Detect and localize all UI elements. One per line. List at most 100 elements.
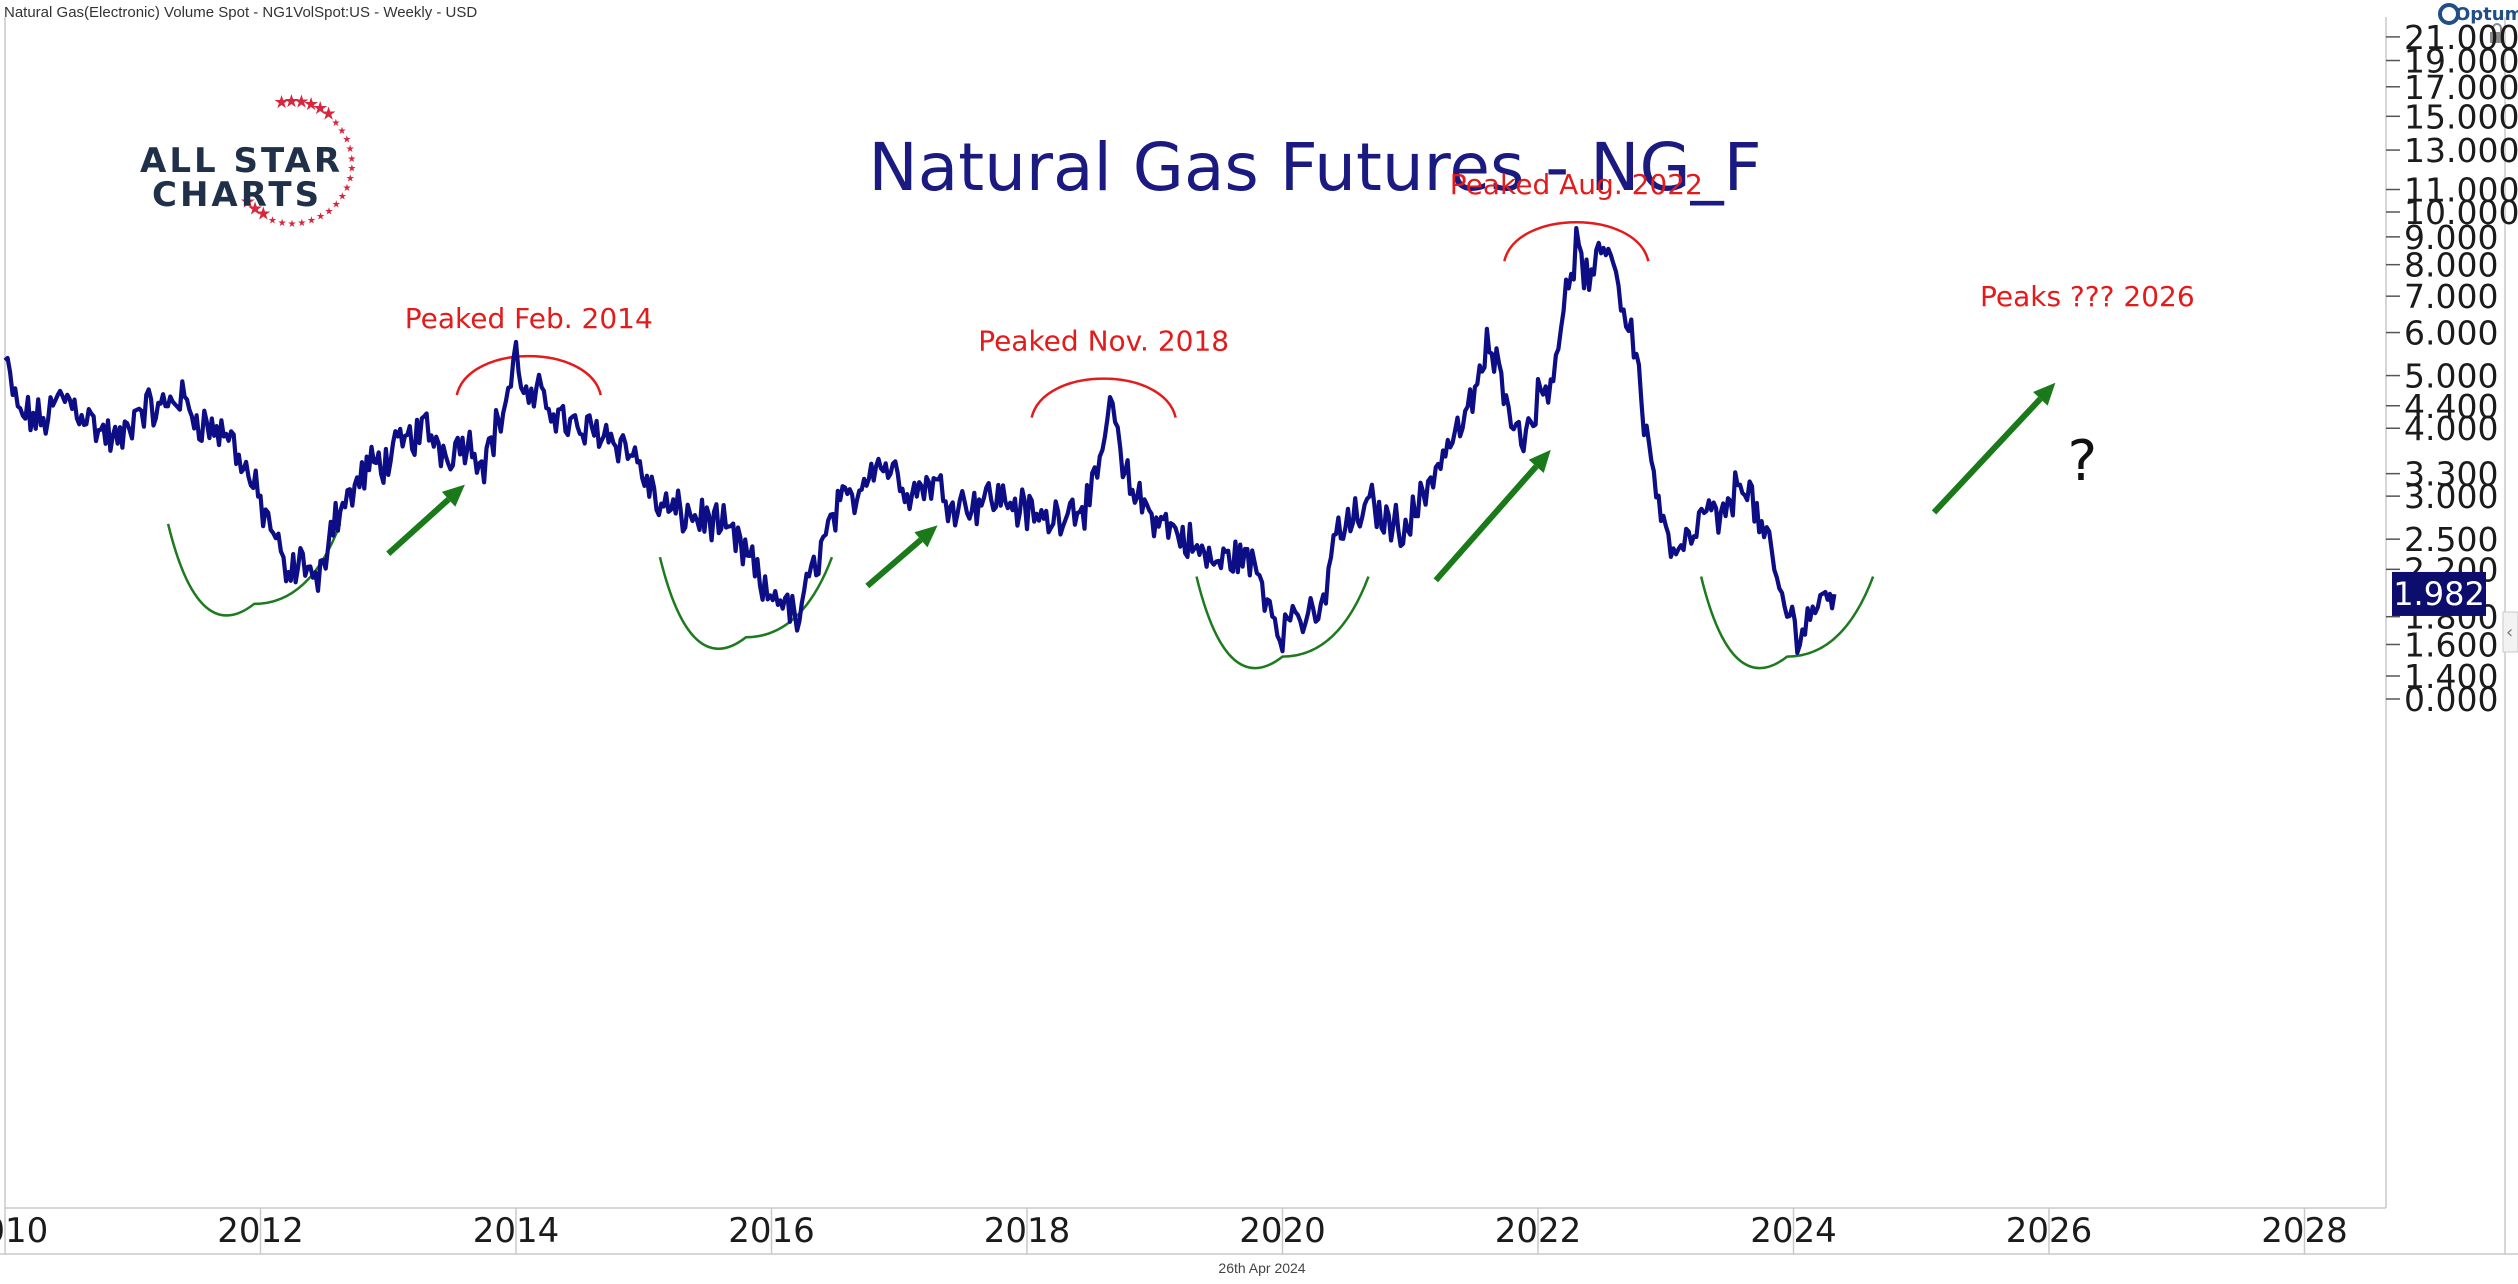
trough-arc: [166, 523, 342, 617]
logo-star-icon: ★: [307, 216, 316, 227]
current-value-label: 1.982: [2393, 575, 2485, 613]
y-tick-label: 13.000: [2404, 131, 2518, 170]
trend-arrow-head: [1528, 449, 1551, 473]
y-tick-label: 21.000: [2404, 18, 2518, 57]
chevron-left-icon: ‹: [2506, 622, 2513, 643]
x-tick-label: 2012: [217, 1211, 304, 1251]
logo-star-icon: ★: [268, 216, 277, 227]
trend-arrow-shaft: [1931, 396, 2043, 515]
trend-arrow-shaft: [865, 537, 923, 589]
peak-arc: [455, 354, 602, 396]
logo-star-icon: ★: [240, 192, 256, 213]
y-tick-label: 17.000: [2404, 68, 2518, 107]
collapse-button-box: [2502, 611, 2518, 653]
y-tick-label: 5.000: [2404, 357, 2498, 396]
logo-star-icon: ★: [320, 103, 336, 124]
y-tick-label: 7.000: [2404, 277, 2498, 316]
x-tick-label: 2016: [728, 1211, 815, 1251]
peak-labels: Peaked Feb. 2014 Peaked Nov. 2018 Peaked A…: [405, 168, 1703, 357]
logo-star-icon: ★: [278, 218, 287, 229]
logo-star-icon: ★: [255, 204, 271, 225]
peak-label: Peaked Feb. 2014: [405, 302, 653, 335]
y-tick-label: 8.000: [2404, 246, 2498, 285]
trend-arrow-head: [441, 484, 465, 507]
y-tick-label: 15.000: [2404, 97, 2518, 136]
logo-star-icon: ★: [288, 219, 297, 230]
trough-arc: [1195, 576, 1370, 670]
logo-star-icon: ★: [343, 183, 352, 194]
instrument-label: Natural Gas(Electronic) Volume Spot - NG…: [4, 4, 477, 21]
trend-arrow-head: [2033, 382, 2056, 406]
logo-star-icon: ★: [247, 198, 263, 219]
peak-arcs: [455, 220, 1650, 418]
logo-line-2: CHARTS: [152, 175, 322, 215]
logo-star-icon: ★: [274, 92, 290, 113]
trough-arcs: [166, 523, 1875, 670]
vendor-name: Optuma: [2455, 4, 2518, 25]
logo-star-icon: ★: [346, 174, 355, 185]
x-tick-label: 2018: [984, 1211, 1071, 1251]
trough-arc: [1699, 576, 1875, 670]
logo-star-icon: ★: [312, 98, 328, 119]
y-tick-label: 10.000: [2404, 193, 2518, 232]
x-tick-label: 2010: [0, 1211, 48, 1251]
x-tick-label: 2028: [2261, 1211, 2348, 1251]
trend-arrow-head: [914, 525, 938, 548]
current-value-box: [2392, 571, 2486, 616]
price-series: [3, 226, 1837, 656]
peak-arc: [1503, 220, 1650, 262]
y-tick-label: 4.000: [2404, 409, 2498, 448]
x-tick-label: 2024: [1750, 1211, 1837, 1251]
logo-star-icon: ★: [332, 200, 341, 211]
lock-body: [2490, 32, 2504, 43]
peak-arc: [1030, 377, 1177, 418]
y-tick-label: 9.000: [2404, 218, 2498, 257]
y-tick-label: 11.000: [2404, 171, 2518, 210]
vendor-logo: Optuma: [2438, 3, 2518, 25]
footer-date: 26th Apr 2024: [1218, 1260, 1305, 1276]
lock-shackle: [2492, 23, 2502, 33]
trend-arrow-shaft: [386, 497, 451, 556]
x-tick-label: 2020: [1239, 1211, 1326, 1251]
chart-title: Natural Gas Futures - NG_F: [868, 129, 1761, 206]
logo-star-icon: ★: [293, 92, 309, 113]
logo-star-icon: ★: [347, 164, 356, 175]
y-axis-ticks: 21.00019.00017.00015.00013.00011.00010.0…: [2386, 18, 2518, 719]
logo-star-icon: ★: [346, 144, 355, 155]
y-tick-label: 0.000: [2404, 680, 2498, 719]
x-axis-ticks: 2010 2012 2014 2016 2018 2020 2022 2024 2026 2028: [0, 1208, 2348, 1254]
logo-star-icon: ★: [338, 126, 347, 137]
y-tick-label: 19.000: [2404, 42, 2518, 81]
x-tick-label: 2022: [1495, 1211, 1582, 1251]
vendor-icon: [2438, 3, 2460, 25]
logo-star-icon: ★: [283, 91, 299, 112]
y-tick-label: 6.000: [2404, 314, 2498, 353]
logo-line-1: ALL STAR: [140, 141, 343, 181]
forecast-peak-label: Peaks ??? 2026: [1980, 280, 2195, 313]
current-value-badge: 1.982: [2392, 571, 2486, 616]
logo-star-icon: ★: [297, 218, 306, 229]
logo-star-ring: ★★★★★★★★★★★★★★★★★★★★★★★★★★: [240, 91, 357, 230]
allstarcharts-logo: ★★★★★★★★★★★★★★★★★★★★★★★★★★ ALL STAR CHAR…: [140, 91, 356, 230]
price-line: [3, 226, 1837, 656]
y-tick-label: 3.000: [2404, 477, 2498, 516]
y-tick-label: 1.600: [2404, 625, 2498, 664]
y-tick-label: 4.400: [2404, 387, 2498, 426]
y-tick-label: 1.400: [2404, 657, 2498, 696]
collapse-panel-button[interactable]: ‹: [2502, 611, 2518, 653]
y-tick-label: 2.500: [2404, 520, 2498, 559]
logo-star-icon: ★: [316, 212, 325, 223]
x-tick-label: 2026: [2006, 1211, 2093, 1251]
logo-star-icon: ★: [331, 118, 340, 129]
trend-arrow-shaft: [1433, 464, 1539, 583]
y-tick-label: 3.300: [2404, 455, 2498, 494]
logo-star-icon: ★: [342, 135, 351, 146]
x-tick-label: 2014: [473, 1211, 560, 1251]
logo-star-icon: ★: [347, 154, 356, 165]
lock-icon[interactable]: [2490, 23, 2504, 43]
trend-arrows: [386, 382, 2056, 589]
logo-star-icon: ★: [338, 192, 347, 203]
forecast-question-mark: ?: [2067, 429, 2097, 494]
